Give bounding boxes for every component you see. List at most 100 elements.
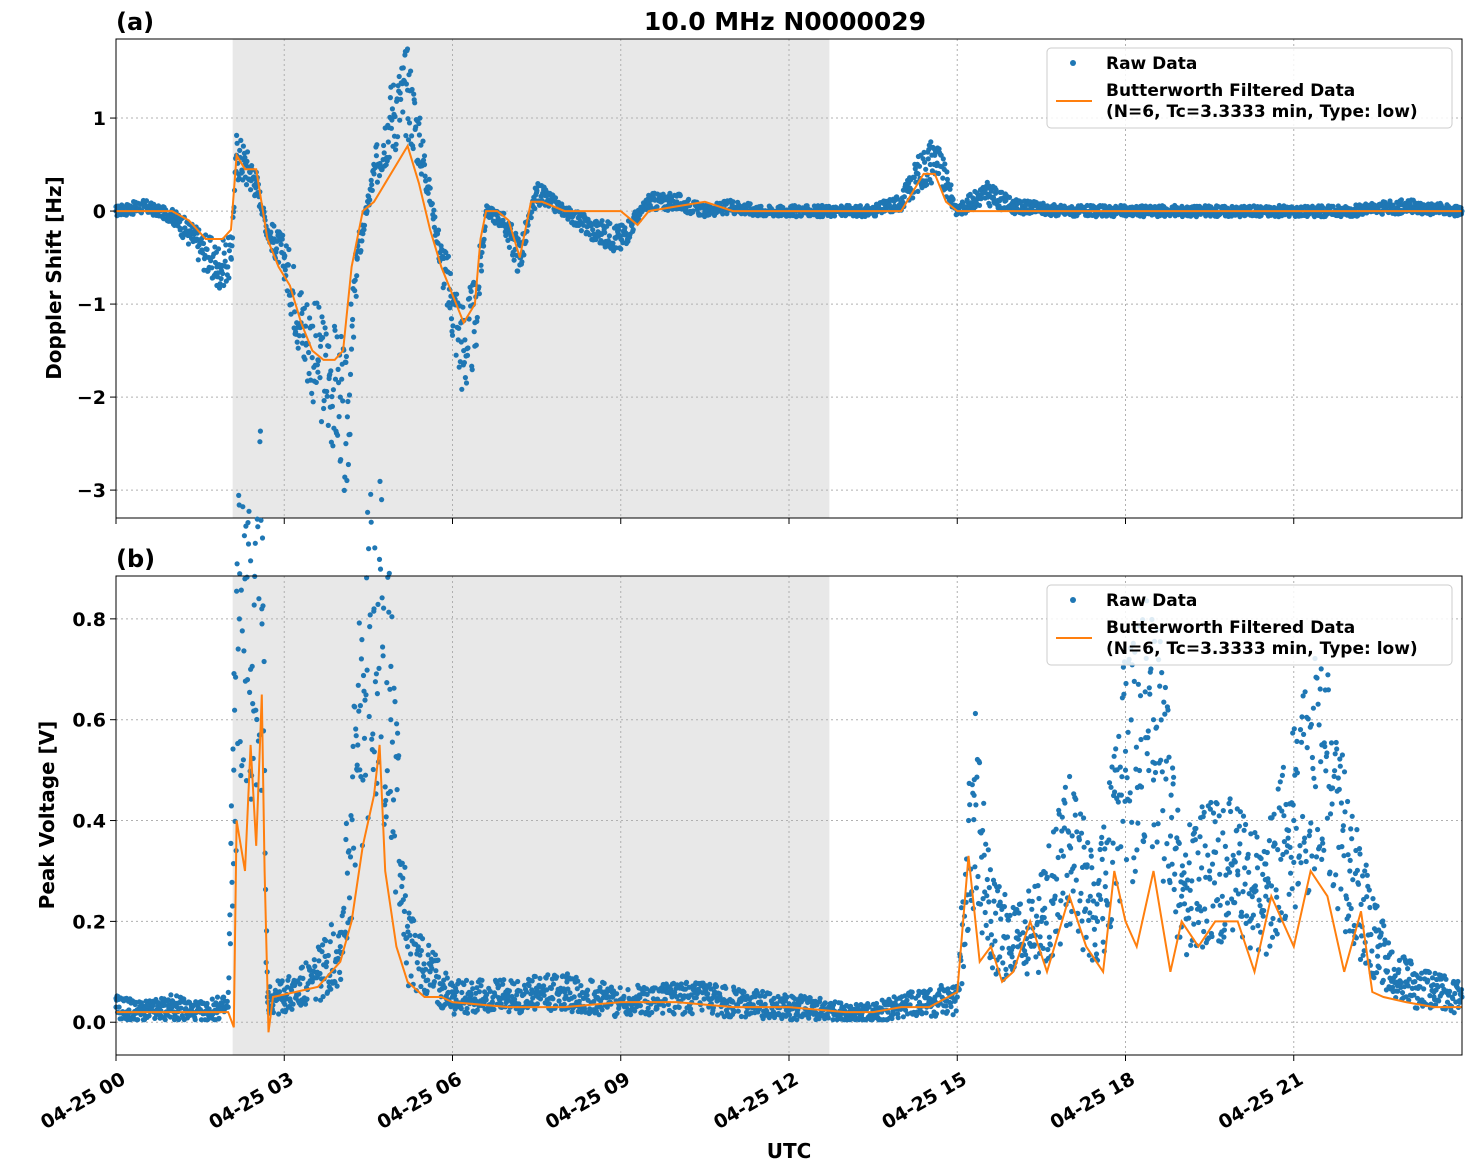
raw-data-point	[130, 211, 136, 217]
raw-data-point	[1230, 927, 1236, 933]
raw-data-point	[515, 268, 521, 274]
raw-data-point	[393, 141, 399, 147]
raw-data-point	[409, 133, 415, 139]
raw-data-point	[578, 228, 585, 234]
raw-data-point	[1169, 861, 1175, 867]
raw-data-point	[915, 188, 921, 194]
raw-data-point	[491, 1006, 497, 1013]
raw-data-point	[320, 942, 326, 948]
raw-data-point	[240, 504, 246, 510]
raw-data-point	[723, 985, 729, 991]
raw-data-point	[316, 958, 322, 964]
raw-data-point	[327, 939, 333, 945]
raw-data-point	[390, 797, 397, 803]
raw-data-point	[1150, 777, 1157, 783]
raw-data-point	[966, 817, 972, 824]
raw-data-point	[425, 190, 431, 196]
raw-data-point	[481, 236, 487, 242]
raw-data-point	[1170, 781, 1176, 787]
raw-data-point	[1154, 839, 1160, 845]
raw-data-point	[682, 1009, 688, 1016]
raw-data-point	[285, 262, 291, 268]
raw-data-point	[245, 520, 251, 526]
raw-data-point	[1050, 900, 1056, 907]
raw-data-point	[338, 976, 344, 983]
raw-data-point	[307, 315, 313, 321]
raw-data-point	[321, 398, 327, 404]
raw-data-point	[447, 305, 453, 311]
raw-data-point	[386, 570, 392, 576]
raw-data-point	[417, 115, 423, 121]
raw-data-point	[988, 188, 995, 194]
raw-data-point	[473, 342, 479, 348]
raw-data-point	[234, 588, 240, 594]
raw-data-point	[319, 949, 325, 955]
raw-data-point	[411, 91, 417, 97]
raw-data-point	[462, 337, 468, 343]
raw-data-point	[332, 327, 338, 333]
raw-data-point	[353, 726, 359, 732]
raw-data-point	[1280, 764, 1286, 770]
raw-data-point	[1055, 854, 1061, 861]
raw-data-point	[306, 349, 312, 356]
raw-data-point	[419, 936, 426, 942]
raw-data-point	[223, 242, 229, 248]
raw-data-point	[676, 1004, 682, 1011]
raw-data-point	[1282, 913, 1289, 919]
raw-data-point	[232, 707, 238, 713]
raw-data-point	[222, 258, 228, 264]
raw-data-point	[1111, 753, 1117, 759]
raw-data-point	[926, 146, 932, 153]
raw-data-point	[948, 1004, 954, 1010]
raw-data-point	[408, 973, 414, 979]
raw-data-point	[358, 248, 364, 254]
raw-data-point	[950, 196, 956, 203]
raw-data-point	[353, 293, 359, 299]
raw-data-point	[1215, 204, 1221, 210]
raw-data-point	[1286, 891, 1292, 897]
raw-data-point	[1158, 717, 1164, 723]
raw-data-point	[370, 731, 376, 737]
raw-data-point	[987, 203, 993, 209]
raw-data-point	[873, 1000, 880, 1007]
raw-data-point	[923, 1010, 929, 1016]
raw-data-point	[1202, 906, 1208, 912]
raw-data-point	[304, 996, 310, 1002]
raw-data-point	[1187, 887, 1193, 893]
raw-data-point	[552, 195, 559, 201]
raw-data-point	[271, 223, 277, 229]
raw-data-point	[985, 847, 991, 853]
raw-data-point	[702, 208, 708, 214]
raw-data-point	[1241, 827, 1247, 833]
raw-data-point	[1287, 844, 1293, 851]
legend-raw-label: Raw Data	[1106, 54, 1197, 74]
raw-data-point	[368, 519, 374, 525]
raw-data-point	[215, 246, 222, 252]
raw-data-point	[322, 325, 328, 331]
raw-data-point	[1254, 865, 1261, 871]
raw-data-point	[1001, 904, 1008, 910]
raw-data-point	[465, 345, 471, 351]
raw-data-point	[1079, 918, 1085, 924]
raw-data-point	[944, 169, 950, 175]
raw-data-point	[357, 703, 363, 709]
raw-data-point	[449, 332, 456, 338]
raw-data-point	[195, 257, 201, 263]
raw-data-point	[1222, 843, 1228, 850]
raw-data-point	[506, 244, 512, 250]
raw-data-point	[349, 817, 355, 823]
raw-data-point	[1155, 821, 1161, 827]
raw-data-point	[940, 175, 946, 181]
raw-data-point	[798, 213, 805, 219]
raw-data-point	[983, 841, 989, 847]
raw-data-point	[176, 1017, 182, 1023]
raw-data-point	[259, 535, 266, 541]
raw-data-point	[383, 814, 389, 820]
raw-data-point	[910, 195, 916, 201]
raw-data-point	[432, 952, 438, 958]
raw-data-point	[1006, 194, 1013, 200]
raw-data-point	[978, 196, 984, 202]
raw-data-point	[1091, 926, 1097, 932]
raw-data-point	[381, 150, 387, 156]
raw-data-point	[295, 345, 301, 351]
